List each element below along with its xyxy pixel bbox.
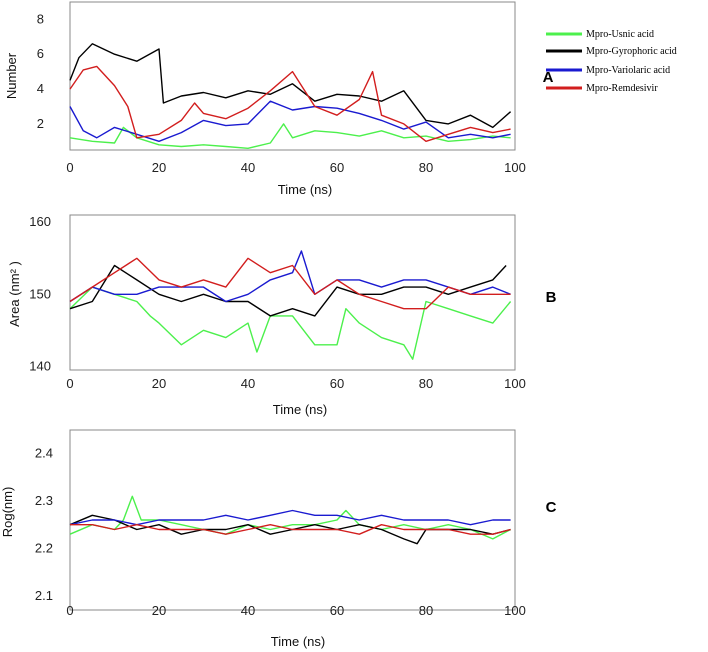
panel-b-plot: [69, 250, 512, 360]
panel-a-xtick-0: 0: [66, 160, 73, 175]
panel-c-xtick-80: 80: [419, 603, 433, 618]
panel-c-xlabel: Time (ns): [271, 634, 325, 649]
panel-b-frame: [69, 214, 516, 371]
legend-label-usnic: Mpro-Usnic acid: [586, 29, 654, 40]
panel-b-xlabel: Time (ns): [273, 402, 327, 417]
panel-a-ytick-2: 2: [37, 116, 44, 131]
panel-a-series-variolaric: [69, 100, 511, 143]
panel-a-xtick-100: 100: [504, 160, 526, 175]
panel-b-letter: B: [546, 289, 557, 306]
legend: Mpro-Usnic acid Mpro-Gyrophoric acid Mpr…: [546, 29, 677, 94]
panel-b-ytick-140: 140: [29, 358, 51, 373]
panel-b-series-variolaric: [69, 250, 511, 303]
panel-b-xtick-40: 40: [241, 376, 255, 391]
panel-c-series-usnic: [69, 495, 511, 540]
panel-b: 0 20 40 60 80 100 140 150 160 Time (ns) Area (nm…: [7, 214, 557, 417]
panel-c: 0 20 40 60 80 100 2.1 2.2 2.3 2.4 Time (ns) Rog(n…: [0, 429, 557, 649]
legend-label-variolaric: Mpro-Variolaric acid: [586, 65, 670, 76]
panel-b-series-remdesivir: [69, 257, 511, 310]
panel-c-xtick-60: 60: [330, 603, 344, 618]
panel-b-xtick-80: 80: [419, 376, 433, 391]
panel-c-ytick-2-4: 2.4: [35, 446, 53, 461]
panel-c-xtick-100: 100: [504, 603, 526, 618]
panel-a-series-usnic: [69, 123, 511, 150]
panel-a-xtick-80: 80: [419, 160, 433, 175]
panel-a-xlabel: Time (ns): [278, 182, 332, 197]
panel-b-xtick-100: 100: [504, 376, 526, 391]
panel-c-series-remdesivir: [70, 524, 511, 535]
panel-c-ytick-2-2: 2.2: [35, 540, 53, 555]
panel-a-ytick-6: 6: [37, 46, 44, 61]
panel-c-xtick-40: 40: [241, 603, 255, 618]
panel-c-ytick-2-3: 2.3: [35, 493, 53, 508]
legend-label-gyrophoric: Mpro-Gyrophoric acid: [586, 46, 677, 57]
panel-c-series-variolaric: [69, 509, 511, 526]
panel-b-ticks: 0 20 40 60 80 100 140 150 160: [29, 214, 526, 391]
panel-b-series-usnic: [69, 286, 512, 360]
panel-b-ytick-150: 150: [29, 286, 51, 301]
panel-b-series-gyrophoric: [69, 264, 507, 317]
panel-c-ylabel: Rog(nm): [0, 487, 15, 538]
panel-a-plot: [69, 43, 512, 150]
panel-c-letter: C: [546, 499, 557, 516]
panel-a-ytick-8: 8: [37, 11, 44, 26]
panel-a: 0 20 40 60 80 100 2 4 6 8 Time (ns) Number A: [4, 1, 554, 197]
panel-b-xtick-20: 20: [152, 376, 166, 391]
panel-a-xtick-60: 60: [330, 160, 344, 175]
panel-a-ylabel: Number: [4, 52, 19, 99]
panel-a-ticks: 0 20 40 60 80 100 2 4 6 8: [37, 11, 526, 175]
panel-a-ytick-4: 4: [37, 81, 44, 96]
panel-a-xtick-40: 40: [241, 160, 255, 175]
legend-label-remdesivir: Mpro-Remdesivir: [586, 83, 658, 94]
panel-c-ticks: 0 20 40 60 80 100 2.1 2.2 2.3 2.4: [35, 446, 526, 618]
panel-c-xtick-0: 0: [66, 603, 73, 618]
panel-c-plot: [69, 495, 511, 545]
panel-b-ylabel: Area (nm² ): [7, 261, 22, 327]
panel-a-frame: [69, 1, 516, 151]
panel-b-xtick-60: 60: [330, 376, 344, 391]
panel-c-frame: [69, 429, 516, 611]
panel-c-ytick-2-1: 2.1: [35, 588, 53, 603]
panel-b-xtick-0: 0: [66, 376, 73, 391]
panel-c-xtick-20: 20: [152, 603, 166, 618]
panel-a-xtick-20: 20: [152, 160, 166, 175]
panel-a-letter: A: [543, 69, 554, 86]
panel-b-ytick-160: 160: [29, 214, 51, 229]
panel-a-series-remdesivir: [69, 65, 511, 143]
panel-a-series-gyrophoric: [69, 43, 512, 129]
